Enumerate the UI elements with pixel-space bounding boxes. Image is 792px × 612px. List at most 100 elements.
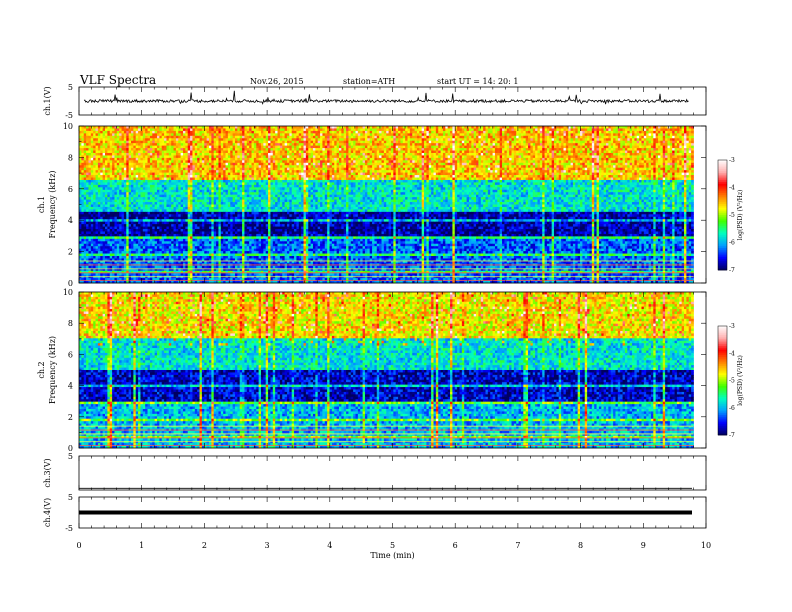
heatmap-cell [301, 128, 304, 132]
heatmap-cell [201, 172, 205, 176]
heatmap-cell [376, 167, 380, 171]
heatmap-cell [79, 172, 82, 176]
heatmap-cell [535, 155, 538, 159]
heatmap-cell [511, 152, 515, 156]
heatmap-cell [376, 160, 380, 164]
heatmap-cell [608, 148, 612, 151]
heatmap-cell [277, 167, 281, 171]
heatmap-cell [270, 143, 274, 147]
heatmap-cell [178, 148, 182, 151]
heatmap-cell [679, 128, 683, 132]
heatmap-cell [424, 167, 427, 171]
heatmap-cell [594, 133, 597, 137]
heatmap-cell [634, 145, 638, 149]
heatmap-cell [166, 165, 170, 169]
heatmap-cell [667, 152, 671, 156]
heatmap-cell [180, 150, 184, 154]
heatmap-cell [386, 160, 389, 164]
heatmap-cell [646, 135, 649, 139]
heatmap-cell [634, 167, 638, 171]
heatmap-cell [182, 128, 186, 132]
heatmap-cell [208, 143, 212, 147]
heatmap-cell [178, 155, 182, 159]
heatmap-cell [128, 143, 132, 147]
heatmap-cell [598, 126, 602, 129]
heatmap-cell [308, 143, 311, 147]
heatmap-cell [79, 162, 82, 166]
heatmap-cell [114, 145, 118, 149]
heatmap-cell [152, 150, 156, 154]
heatmap-cell [372, 170, 375, 174]
heatmap-cell [615, 150, 619, 154]
heatmap-cell [487, 128, 491, 132]
heatmap-cell [249, 150, 252, 154]
heatmap-cell [589, 145, 593, 149]
heatmap-cell [627, 135, 631, 139]
heatmap-cell [270, 128, 274, 132]
heatmap-cell [242, 135, 245, 139]
heatmap-cell [334, 157, 337, 161]
heatmap-cell [632, 145, 635, 149]
heatmap-cell [641, 150, 645, 154]
heatmap-cell [480, 170, 484, 174]
heatmap-cell [676, 140, 680, 144]
heatmap-cell [627, 160, 631, 164]
heatmap-cell [409, 135, 413, 139]
heatmap-cell [126, 128, 130, 132]
heatmap-cell [178, 162, 182, 166]
heatmap-cell [480, 145, 484, 149]
heatmap-cell [100, 170, 104, 174]
heatmap-cell [393, 165, 397, 169]
heatmap-cell [691, 157, 694, 161]
heatmap-cell [416, 143, 420, 147]
heatmap-cell [676, 133, 680, 137]
heatmap-cell [639, 150, 642, 154]
heatmap-cell [643, 126, 647, 129]
heatmap-cell [551, 135, 555, 139]
heatmap-cell [86, 128, 89, 132]
heatmap-cell [445, 135, 449, 139]
heatmap-cell [622, 167, 626, 171]
heatmap-cell [95, 167, 99, 171]
heatmap-cell [499, 160, 503, 164]
heatmap-cell [173, 167, 177, 171]
heatmap-cell [362, 157, 366, 161]
heatmap-cell [494, 167, 498, 171]
heatmap-cell [171, 165, 174, 169]
heatmap-cell [523, 135, 527, 139]
heatmap-cell [466, 160, 470, 164]
heatmap-cell [582, 135, 586, 139]
heatmap-cell [476, 140, 479, 144]
heatmap-cell [570, 130, 574, 134]
heatmap-cell [367, 152, 371, 156]
heatmap-cell [220, 138, 224, 142]
heatmap-cell [610, 128, 614, 132]
heatmap-cell [464, 138, 467, 142]
heatmap-cell [268, 162, 271, 166]
heatmap-cell [213, 140, 217, 144]
heatmap-cell [542, 143, 545, 147]
heatmap-cell [445, 150, 449, 154]
heatmap-cell [249, 167, 252, 171]
heatmap-cell [100, 162, 104, 166]
heatmap-cell [416, 126, 420, 129]
heatmap-cell [379, 160, 382, 164]
heatmap-cell [216, 152, 219, 156]
heatmap-cell [147, 167, 151, 171]
heatmap-cell [655, 157, 659, 161]
heatmap-cell [603, 130, 607, 134]
heatmap-cell [372, 167, 375, 171]
heatmap-cell [282, 155, 285, 159]
heatmap-cell [613, 140, 616, 144]
heatmap-cell [416, 162, 420, 166]
heatmap-cell [648, 140, 652, 144]
heatmap-cell [554, 143, 557, 147]
heatmap-cell [466, 167, 470, 171]
heatmap-cell [159, 167, 163, 171]
heatmap-cell [653, 135, 657, 139]
heatmap-cell [180, 128, 184, 132]
heatmap-cell [450, 165, 453, 169]
heatmap-cell [450, 130, 453, 134]
heatmap-cell [485, 157, 489, 161]
heatmap-cell [438, 148, 441, 151]
